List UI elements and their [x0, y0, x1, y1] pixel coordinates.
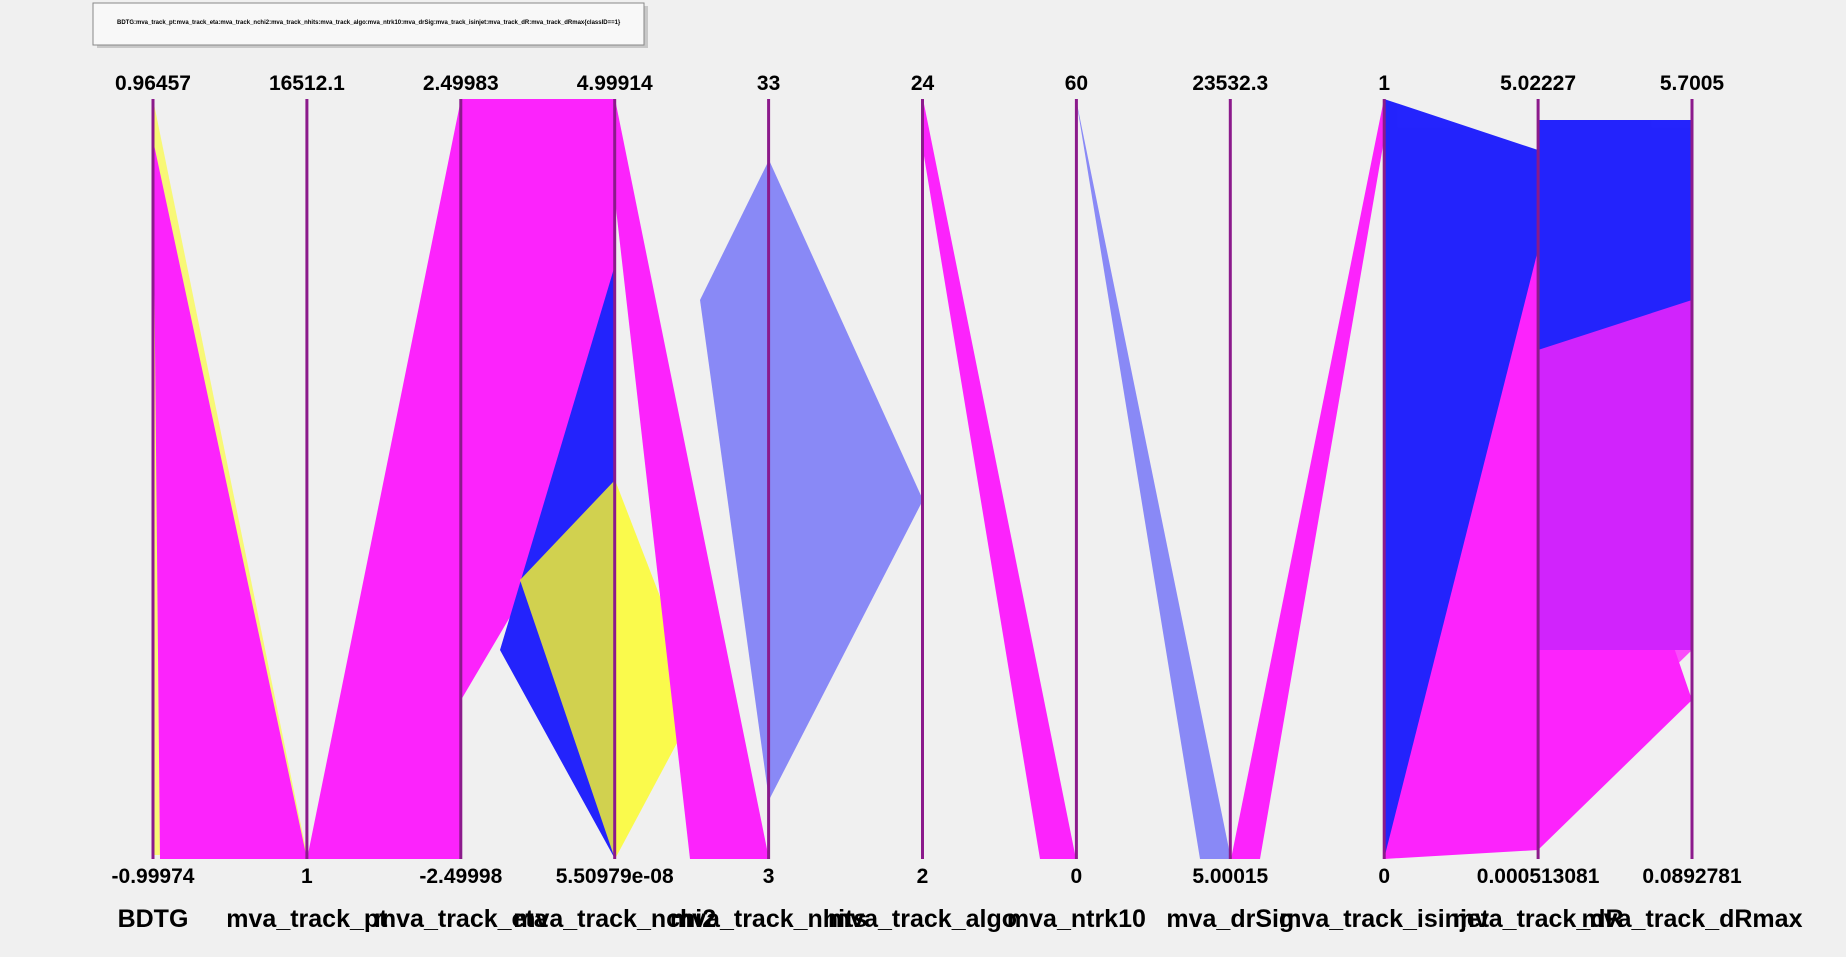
axis-min-label: 3 [763, 865, 775, 888]
axis-max-label: 60 [1065, 72, 1088, 95]
axis-max-label: 2.49983 [423, 72, 499, 95]
line-bundles [153, 99, 1692, 859]
axis-name: mva_track_eta [374, 905, 549, 933]
axis-min-label: 0 [1071, 865, 1083, 888]
axis-name: mva_track_isinjet [1279, 905, 1490, 933]
axis-name: mva_track_dRmax [1582, 905, 1803, 933]
bundle [700, 160, 923, 800]
axis-name: BDTG [118, 905, 189, 933]
axis-max-label: 4.99914 [577, 72, 653, 95]
axis-name: mva_track_nchi2 [513, 905, 716, 933]
bundle [923, 99, 1076, 859]
axis-min-label: 5.00015 [1192, 865, 1268, 888]
axis-name: mva_track_dR [1453, 905, 1624, 933]
axis-name: mva_track_pt [226, 905, 388, 933]
bundle [520, 480, 700, 859]
bundle [1076, 99, 1231, 859]
title-box [92, 2, 645, 46]
bundle [615, 99, 769, 859]
bundle [307, 99, 461, 859]
axis-max-label: 0.96457 [115, 72, 191, 95]
axis-max-label: 33 [757, 72, 780, 95]
axis-min-label: 1 [301, 865, 313, 888]
axis-min-label: 0.0892781 [1642, 865, 1742, 888]
bundle [153, 140, 307, 859]
axis-max-label: 24 [911, 72, 935, 95]
axis-max-label: 5.02227 [1500, 72, 1576, 95]
bundle [1231, 99, 1384, 859]
axis-name: mva_drSig [1166, 905, 1294, 933]
axis-name: mva_ntrk10 [1007, 905, 1146, 933]
axis-min-label: 5.50979e-08 [556, 865, 674, 888]
axis-max-label: 23532.3 [1192, 72, 1268, 95]
axis-name: mva_track_algo [828, 905, 1017, 933]
axis-max-label: 5.7005 [1660, 72, 1725, 95]
bundle [1538, 300, 1692, 800]
axis-min-label: -2.49998 [419, 865, 502, 888]
axis-max-label: 16512.1 [269, 72, 345, 95]
chart-title: BDTG:mva_track_pt:mva_track_eta:mva_trac… [117, 20, 621, 26]
axis-min-label: 2 [917, 865, 929, 888]
axis-name: mva_track_nhits [670, 905, 867, 933]
axis-min-label: -0.99974 [112, 865, 195, 888]
axis-min-label: 0 [1378, 865, 1390, 888]
axis-max-label: 1 [1378, 72, 1390, 95]
axis-min-label: 0.000513081 [1477, 865, 1600, 888]
